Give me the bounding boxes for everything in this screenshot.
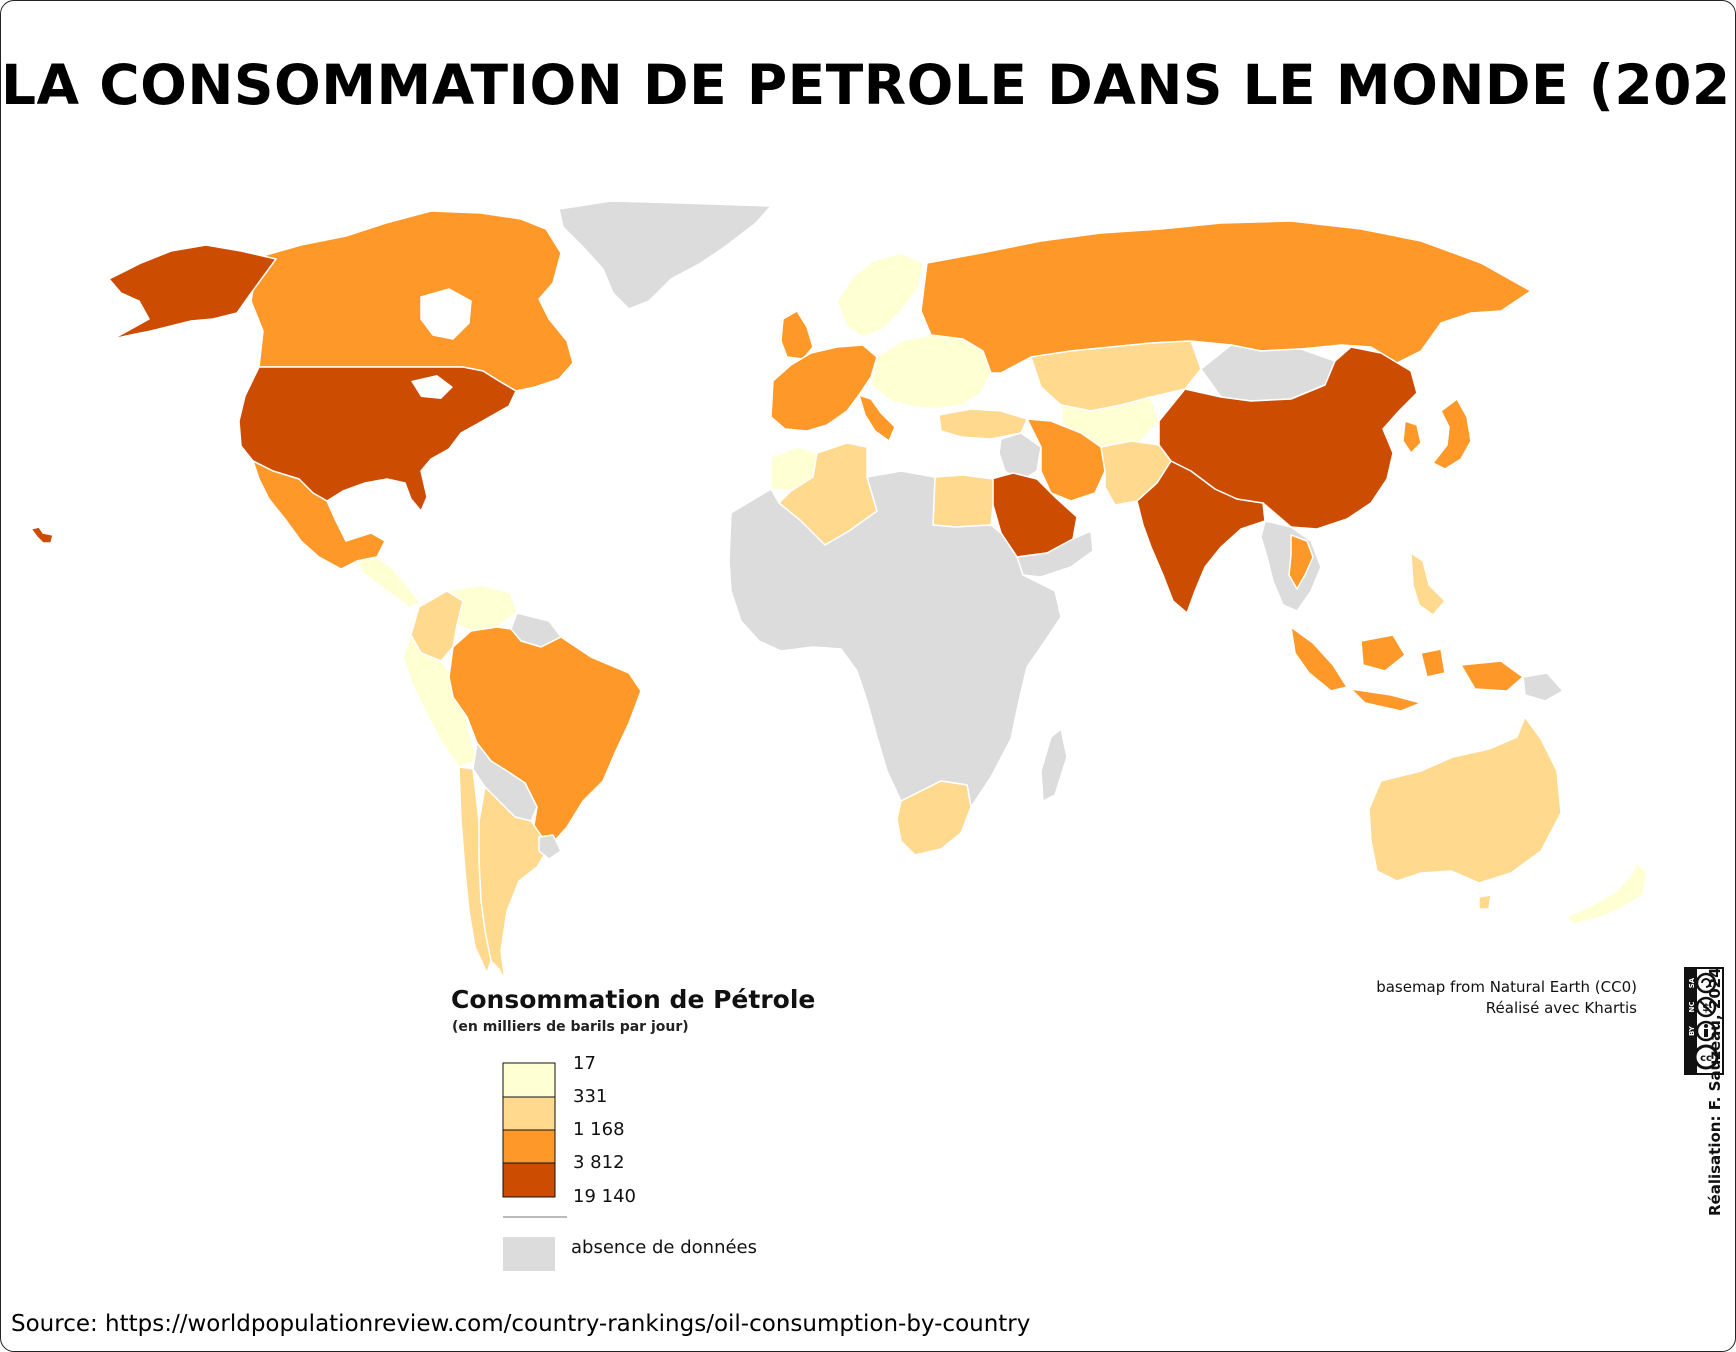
credits-tool: Réalisé avec Khartis [1485,999,1637,1017]
region-south-africa [896,780,972,856]
region-china [1158,346,1418,530]
region-indonesia [1290,626,1524,712]
great-lakes [411,375,453,399]
nc-icon: $ [1695,996,1717,1018]
credits-basemap: basemap from Natural Earth (CC0) [1376,978,1637,996]
source-line: Source: https://worldpopulationreview.co… [11,1311,1031,1337]
region-chile [458,766,492,974]
nc-letters: NC [1688,1002,1696,1013]
region-tasmania [1478,894,1492,910]
legend-break-1: 331 [573,1086,608,1107]
region-new-zealand [1566,862,1648,926]
legend-no-data-label: absence de données [571,1237,758,1258]
region-japan [1432,398,1472,470]
region-australia [1368,716,1562,884]
region-philippines [1410,552,1446,616]
author-credit: Réalisation: F. Sauzeau, 2024 [1706,967,1724,1216]
region-papua [1522,672,1564,702]
region-russia [920,220,1532,374]
region-hudson-bay [420,288,472,340]
region-uk-ireland [780,310,814,360]
region-thailand [1288,534,1314,590]
region-greenland [558,200,772,310]
region-arabia-south [1016,530,1094,578]
sa-letters: SA [1688,977,1696,988]
legend-title: Consommation de Pétrole [451,985,816,1014]
region-egypt [932,474,994,528]
map-title: LA CONSOMMATION DE PETROLE DANS LE MONDE… [1,53,1736,117]
by-icon [1695,1020,1717,1042]
legend-break-0: 17 [573,1053,596,1074]
region-western-europe [770,344,878,432]
credits: basemap from Natural Earth (CC0) Réalisé… [1376,977,1637,1019]
region-mexico [252,460,386,570]
region-korea [1402,420,1422,454]
region-uruguay [538,834,562,860]
cc-icon: cc [1693,1044,1719,1070]
legend-break-3: 3 812 [573,1152,625,1173]
region-africa-rest [728,470,1062,808]
region-middle-east-west [998,432,1042,482]
region-central-america [356,556,422,608]
region-canada [250,210,574,392]
cc-license-badge: cc $ BY NC SA [1684,967,1724,1075]
legend-subtitle: (en milliers de barils par jour) [452,1019,689,1035]
region-eastern-europe [870,334,992,410]
cc-letters: cc [1700,1053,1712,1064]
region-italy [858,394,896,442]
region-alaska [108,244,277,340]
legend-break-4: 19 140 [573,1186,636,1207]
sa-icon [1695,972,1717,994]
region-hawaii [30,526,54,544]
region-madagascar [1040,728,1068,802]
region-scandinavia [836,252,924,338]
legend-break-2: 1 168 [573,1119,625,1140]
region-iran [1026,418,1106,502]
by-letters: BY [1688,1025,1696,1036]
